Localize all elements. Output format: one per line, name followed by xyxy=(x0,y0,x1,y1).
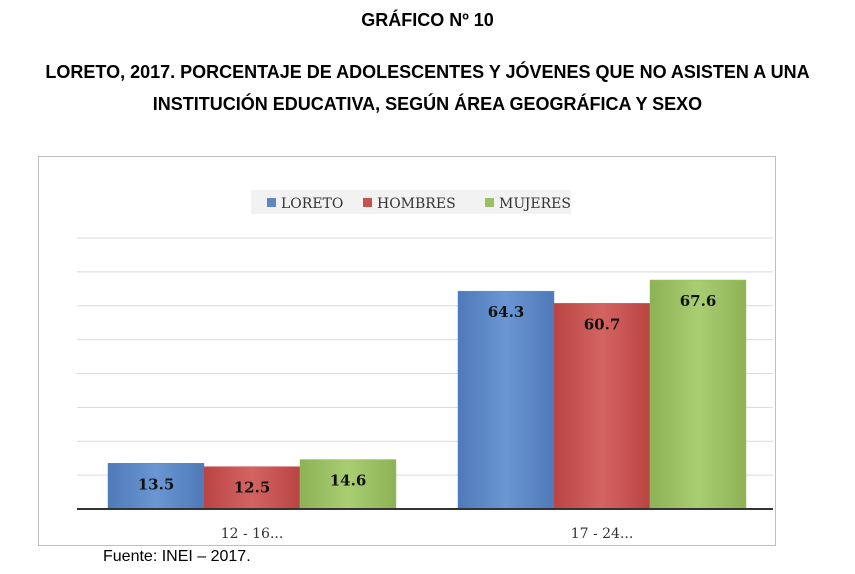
chart-number: GRÁFICO Nº 10 xyxy=(361,10,494,30)
legend-label-mujeres: MUJERES xyxy=(499,196,571,212)
legend-swatch-loreto xyxy=(267,198,276,207)
source-note: Fuente: INEI – 2017. xyxy=(103,548,251,565)
bar-hombres-2 xyxy=(553,303,651,510)
data-label-loreto-2: 64.3 xyxy=(488,303,525,321)
data-label-loreto-1: 13.5 xyxy=(138,475,175,493)
bar-loreto-1 xyxy=(107,463,205,510)
data-label-mujeres-2: 67.6 xyxy=(680,292,717,310)
legend-label-loreto: LORETO xyxy=(281,196,343,212)
legend-box xyxy=(251,190,571,214)
legend-label-hombres: HOMBRES xyxy=(377,196,456,212)
bar-chart: LORETO HOMBRES MUJERES 13.5 12.5 14.6 64.3 60.… xyxy=(77,190,773,542)
bar-hombres-1 xyxy=(203,466,301,510)
data-label-mujeres-1: 14.6 xyxy=(330,472,367,490)
bar-mujeres-1 xyxy=(299,459,397,510)
data-label-hombres-2: 60.7 xyxy=(584,315,621,333)
chart-title-line-1: LORETO, 2017. PORCENTAJE DE ADOLESCENTES… xyxy=(45,62,810,82)
legend-swatch-hombres xyxy=(363,198,372,207)
chart-area: LORETO HOMBRES MUJERES 13.5 12.5 14.6 64.3 60.… xyxy=(38,156,776,546)
legend-swatch-mujeres xyxy=(485,198,494,207)
data-label-hombres-1: 12.5 xyxy=(234,479,271,497)
bar-mujeres-2 xyxy=(649,279,747,510)
x-tick-label-1: 12 - 16... xyxy=(221,526,284,542)
chart-title-line-2: INSTITUCIÓN EDUCATIVA, SEGÚN ÁREA GEOGRÁ… xyxy=(152,94,703,114)
x-tick-label-2: 17 - 24... xyxy=(571,526,634,542)
bar-loreto-2 xyxy=(457,290,555,510)
